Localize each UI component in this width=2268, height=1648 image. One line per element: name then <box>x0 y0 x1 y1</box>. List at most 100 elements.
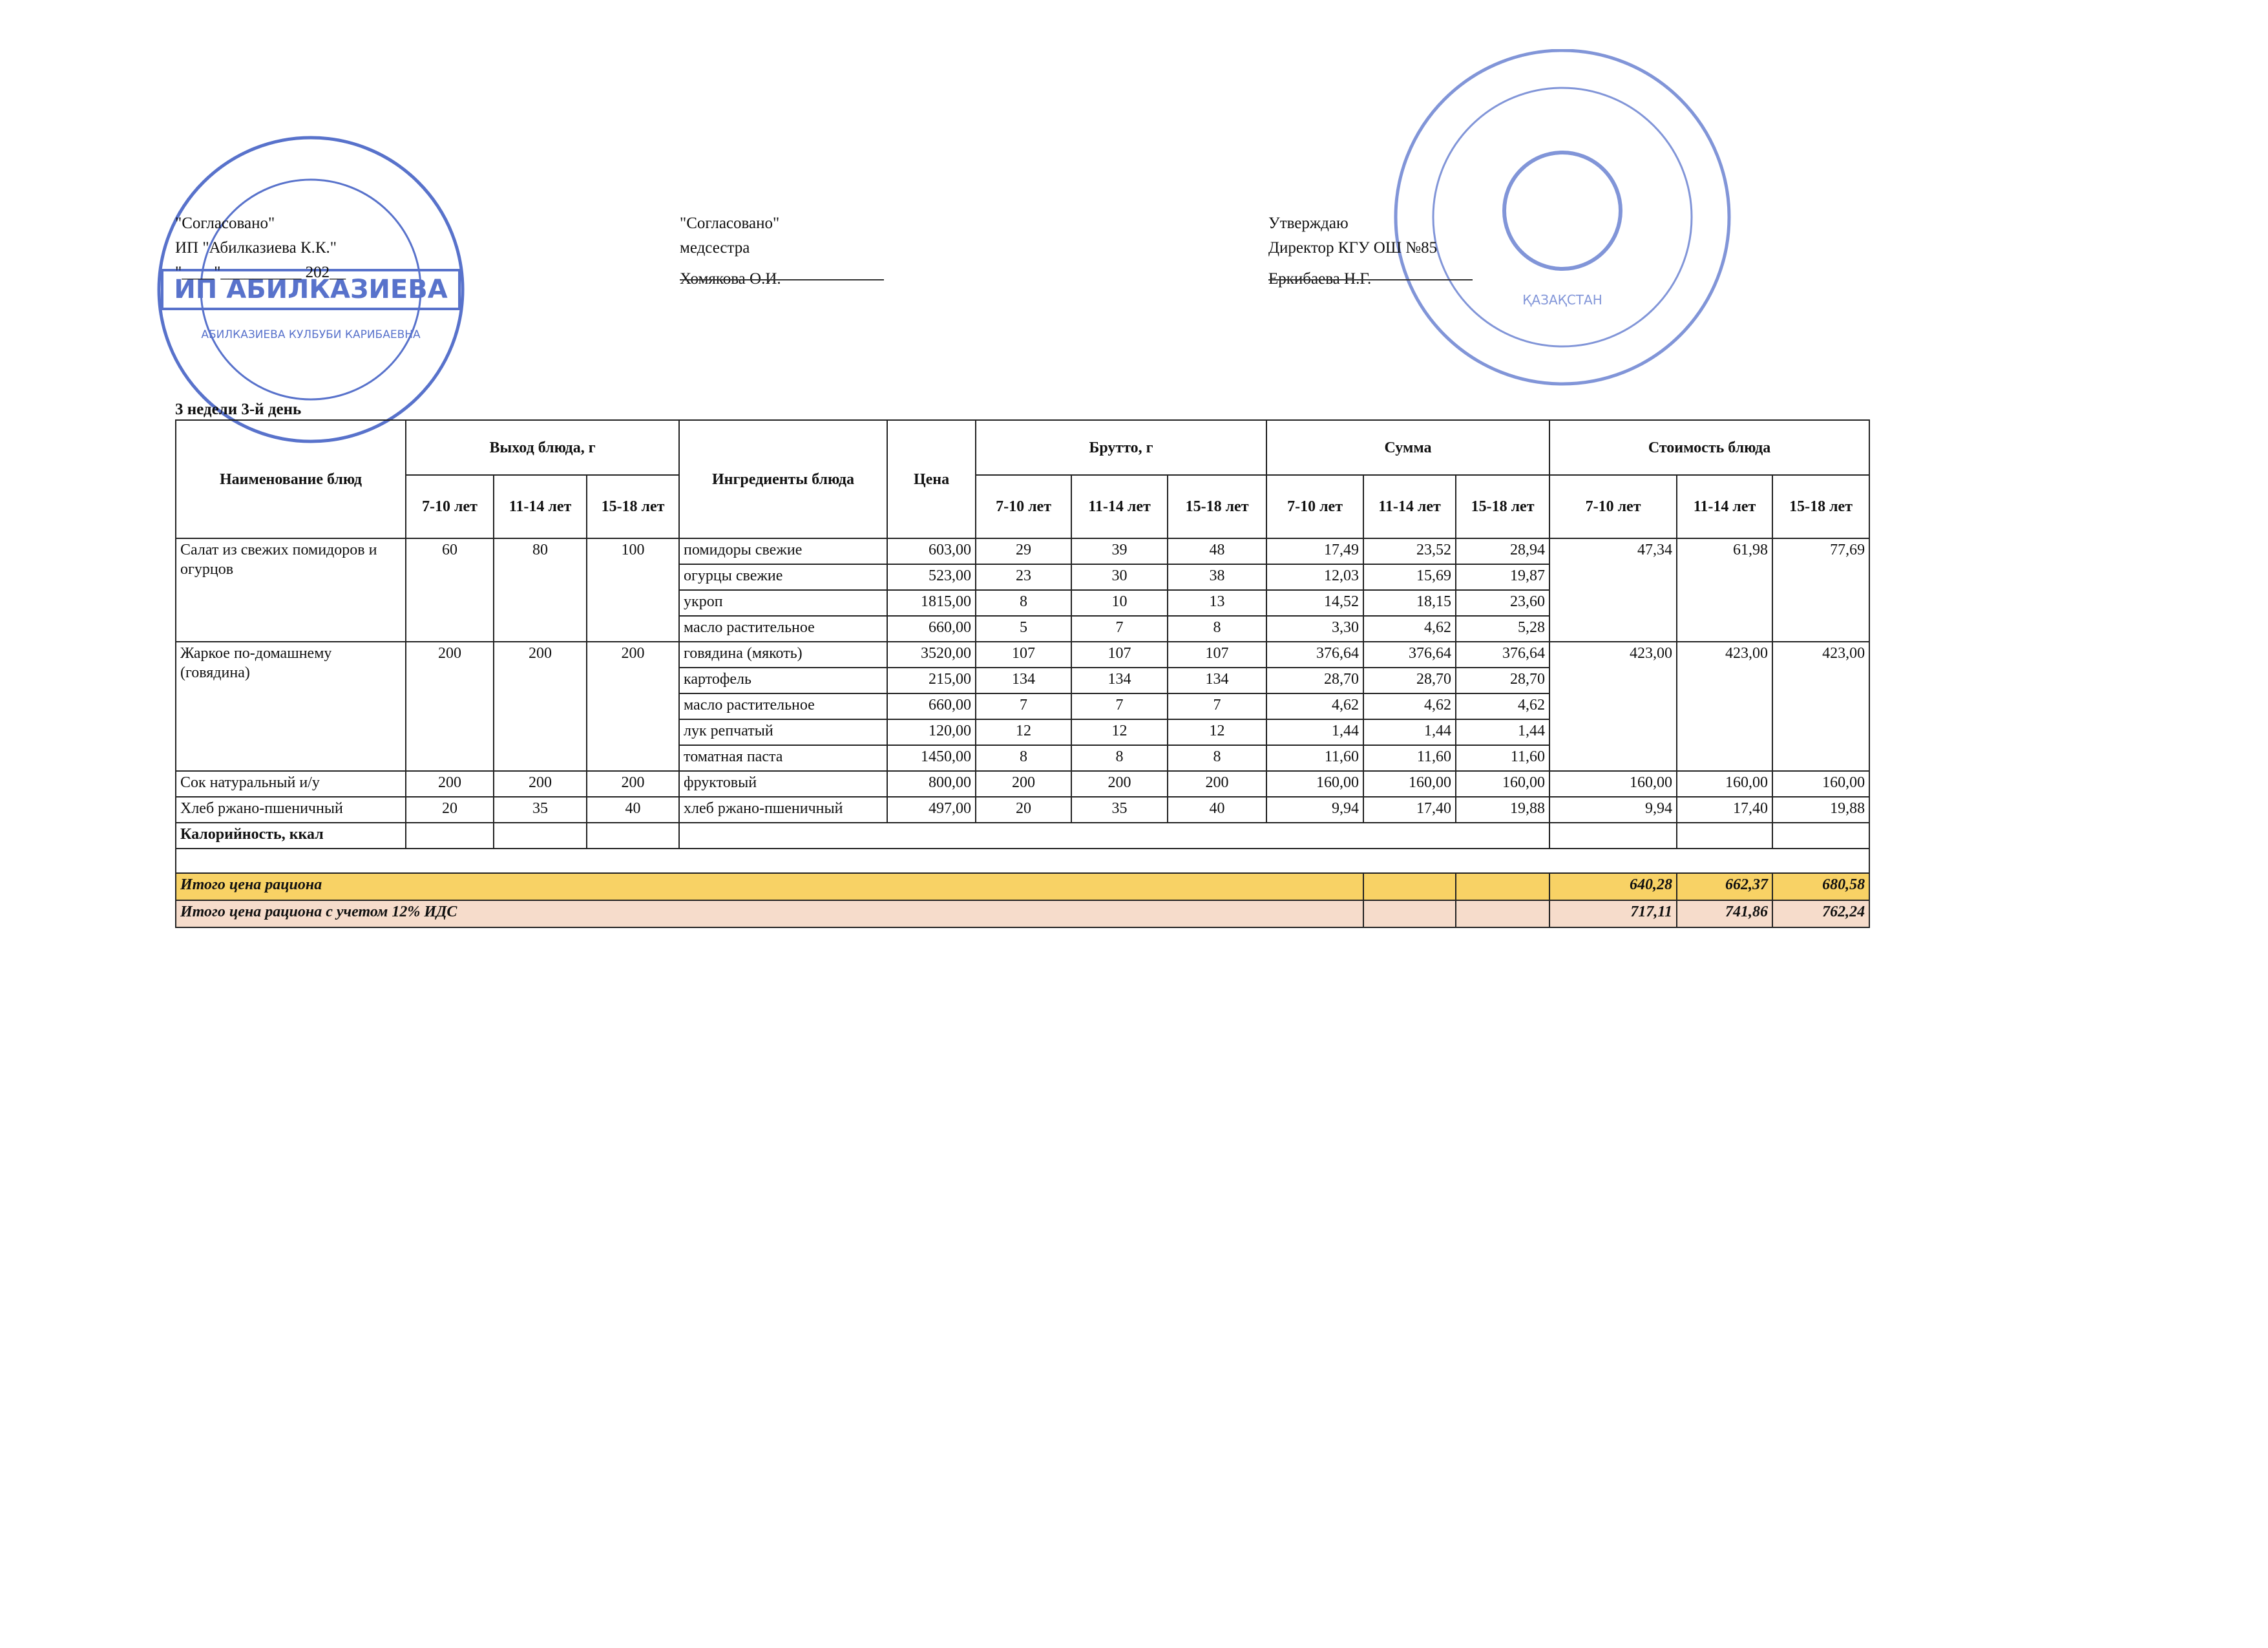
table-cell: 200 <box>585 770 680 798</box>
table-cell: 215,00 <box>887 667 977 694</box>
table-cell: 1,44 <box>1266 719 1365 746</box>
subtitle: 3 недели 3-й день <box>175 401 302 418</box>
table-cell: 38 <box>1167 564 1268 591</box>
table-cell: 640,28 <box>1549 872 1678 901</box>
table-cell: помидоры свежие <box>678 538 888 565</box>
table-cell: 4,62 <box>1363 615 1457 642</box>
text-line: Утверждаю <box>1268 215 1349 232</box>
table-cell: Ингредиенты блюда <box>678 419 888 539</box>
table-cell: 120,00 <box>887 719 977 746</box>
table-cell: Цена <box>887 419 977 539</box>
table-cell: 19,87 <box>1455 564 1551 591</box>
table-cell: 660,00 <box>887 693 977 720</box>
approval-middle: "Согласовано" медсестра Хомякова О.И. <box>680 211 781 291</box>
table-cell: 8 <box>975 745 1073 772</box>
table-cell: 680,58 <box>1772 872 1871 901</box>
stamp-text: АБИЛКАЗИЕВА КУЛБУБИ КАРИБАЕВНА <box>201 328 421 341</box>
table-cell: 7 <box>1071 615 1169 642</box>
table-cell: Наименование блюд <box>175 419 406 539</box>
table-cell: 29 <box>975 538 1073 565</box>
table-cell: 423,00 <box>1772 641 1871 772</box>
table-cell: 40 <box>1167 796 1268 823</box>
table-cell: 12,03 <box>1266 564 1365 591</box>
stamp-text: ҚАЗАҚСТАН <box>1522 292 1602 308</box>
table-row: огурцы свежие 523,00 23 30 38 12,03 15,69 19,87 <box>176 564 1869 591</box>
table-cell <box>1363 900 1457 928</box>
table-cell: хлеб ржано-пшеничный <box>678 796 888 823</box>
table-cell: 200 <box>405 641 494 772</box>
text-line: Еркибаева Н.Г. <box>1268 270 1372 288</box>
table-cell: 48 <box>1167 538 1268 565</box>
table-cell: 200 <box>493 641 587 772</box>
table-cell: 7-10 лет <box>1549 474 1678 539</box>
table-cell: 15-18 лет <box>1167 474 1268 539</box>
table-row: масло растительное 660,00 7 7 7 4,62 4,62 4,62 <box>176 693 1869 720</box>
table-cell: 30 <box>1071 564 1169 591</box>
table-cell: 12 <box>1071 719 1169 746</box>
table-cell: 1815,00 <box>887 589 977 617</box>
table-cell: 13 <box>1167 589 1268 617</box>
table-cell: 12 <box>975 719 1073 746</box>
table-row <box>174 848 1871 874</box>
table-cell: 7-10 лет <box>975 474 1073 539</box>
table-cell: 12 <box>1167 719 1268 746</box>
table-cell: 160,00 <box>1676 770 1774 798</box>
approval-right: Утверждаю Директор КГУ ОШ №85 Еркибаева … <box>1268 211 1437 291</box>
table-cell: 100 <box>585 538 680 642</box>
table-cell: 28,70 <box>1363 667 1457 694</box>
table-cell: 35 <box>493 796 587 823</box>
table-cell: 134 <box>1167 667 1268 694</box>
table-cell: Выход блюда, г <box>404 419 680 476</box>
table-cell: Хлеб ржано-пшеничный <box>175 796 406 823</box>
table-cell: 4,62 <box>1363 693 1457 720</box>
table-cell: 160,00 <box>1363 770 1457 798</box>
table-cell: 28,94 <box>1455 538 1551 565</box>
table-cell: 376,64 <box>1266 641 1365 668</box>
table-row: лук репчатый 120,00 12 12 12 1,44 1,44 1,44 <box>176 719 1869 746</box>
table-cell: 17,40 <box>1676 796 1774 823</box>
table-cell: 7-10 лет <box>405 474 494 539</box>
menu-table: Наименование блюд Выход блюда, г Ингредиен… <box>174 419 1871 928</box>
table-cell: 160,00 <box>1266 770 1365 798</box>
table-row: Калорийность, ккал <box>175 822 1871 849</box>
table-cell <box>1676 822 1774 849</box>
table-cell: 8 <box>1071 745 1169 772</box>
table-cell: 4,62 <box>1455 693 1551 720</box>
table-cell: 523,00 <box>887 564 977 591</box>
table-row: масло растительное 660,00 5 7 8 3,30 4,62 5,28 <box>176 615 1869 642</box>
table-cell: 9,94 <box>1549 796 1678 823</box>
table-cell: 1450,00 <box>887 745 977 772</box>
table-cell: 23 <box>975 564 1073 591</box>
table-cell: 8 <box>1167 615 1268 642</box>
table-cell: масло растительное <box>678 615 888 642</box>
table-cell: 800,00 <box>887 770 977 798</box>
table-cell: 9,94 <box>1266 796 1365 823</box>
table-row: томатная паста 1450,00 8 8 8 11,60 11,60 11,60 <box>176 745 1869 772</box>
table-cell: 107 <box>975 641 1073 668</box>
table-cell: 603,00 <box>887 538 977 565</box>
table-cell: 15-18 лет <box>1772 474 1871 539</box>
text-line: "Согласовано" <box>175 215 275 232</box>
table-cell: 5 <box>975 615 1073 642</box>
table-cell: 107 <box>1167 641 1268 668</box>
table-cell: Сок натуральный и/у <box>175 770 406 798</box>
table-cell: 7 <box>1167 693 1268 720</box>
table-cell: картофель <box>678 667 888 694</box>
table-cell: 20 <box>405 796 494 823</box>
table-cell: 4,62 <box>1266 693 1365 720</box>
table-row: Итого цена рациона с учетом 12% ИДС 717,1… <box>174 900 1871 928</box>
table-row: укроп 1815,00 8 10 13 14,52 18,15 23,60 <box>176 589 1869 617</box>
table-cell: 11-14 лет <box>1676 474 1774 539</box>
table-cell: 47,34 <box>1549 538 1678 642</box>
table-cell: Жаркое по-домашнему (говядина) <box>175 641 406 772</box>
table-cell: 7-10 лет <box>1266 474 1365 539</box>
text-line: Директор КГУ ОШ №85 <box>1268 239 1438 257</box>
table-cell: огурцы свежие <box>678 564 888 591</box>
table-row: 7-10 лет 11-14 лет 15-18 лет 7-10 лет 11-14 … <box>176 474 1871 539</box>
table-cell: 14,52 <box>1266 589 1365 617</box>
table-cell: Брутто, г <box>975 419 1268 476</box>
table-cell: 19,88 <box>1772 796 1871 823</box>
table-cell: 60 <box>405 538 494 642</box>
